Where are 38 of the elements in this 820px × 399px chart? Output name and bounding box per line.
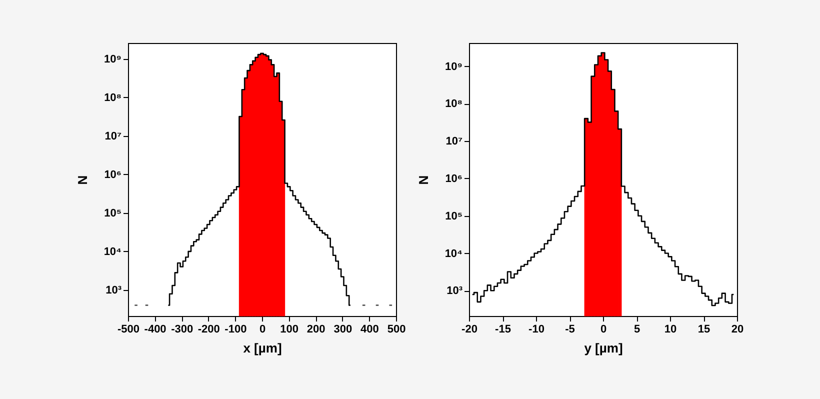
y-tick-label: 10⁴ bbox=[104, 246, 122, 258]
y-axis-title: N bbox=[416, 175, 431, 185]
x-tick-label: 15 bbox=[698, 324, 710, 336]
y-tick-label: 10⁸ bbox=[445, 98, 462, 110]
y-tick-label: 10³ bbox=[446, 285, 463, 298]
y-tick-label: 10⁹ bbox=[104, 53, 122, 66]
x-axis-title: x [µm] bbox=[243, 340, 282, 356]
x-tick-label: 100 bbox=[280, 324, 298, 336]
y-tick-label: 10⁵ bbox=[104, 207, 122, 220]
y-tick-label: 10⁵ bbox=[445, 210, 462, 222]
x-tick-label: 20 bbox=[731, 324, 744, 336]
x-tick-label: -10 bbox=[528, 324, 544, 336]
y-tick-label: 10⁹ bbox=[445, 60, 462, 73]
x-tick-label: -20 bbox=[462, 324, 478, 336]
y-tick-label: 10⁷ bbox=[446, 136, 463, 148]
y-tick-label: 10⁶ bbox=[104, 168, 122, 181]
y-tick-label: 10³ bbox=[106, 284, 122, 296]
y-tick-label: 10⁴ bbox=[444, 248, 462, 260]
x-tick-label: 5 bbox=[634, 324, 640, 336]
x-tick-label: -400 bbox=[144, 324, 166, 336]
y-axis-title: N bbox=[74, 175, 90, 185]
x-tick-label: -5 bbox=[565, 324, 575, 336]
x-tick-label: 200 bbox=[306, 324, 326, 336]
x-tick-label: -100 bbox=[224, 324, 247, 336]
x-tick-label: 500 bbox=[387, 324, 406, 336]
x-tick-label: -300 bbox=[171, 324, 194, 336]
x-tick-label: 300 bbox=[334, 324, 352, 336]
y-tick-label: 10⁶ bbox=[445, 172, 462, 185]
x-tick-label: -15 bbox=[495, 324, 511, 336]
x-axis-title: y [µm] bbox=[584, 340, 623, 356]
x-tick-label: 0 bbox=[259, 324, 266, 336]
x-tick-label: -500 bbox=[117, 324, 140, 336]
x-tick-label: 0 bbox=[600, 324, 607, 336]
x-tick-label: 10 bbox=[664, 324, 677, 336]
x-tick-label: 400 bbox=[360, 324, 379, 336]
y-tick-label: 10⁸ bbox=[104, 92, 122, 104]
y-tick-label: 10⁷ bbox=[104, 130, 122, 142]
x-tick-label: -200 bbox=[198, 324, 220, 336]
